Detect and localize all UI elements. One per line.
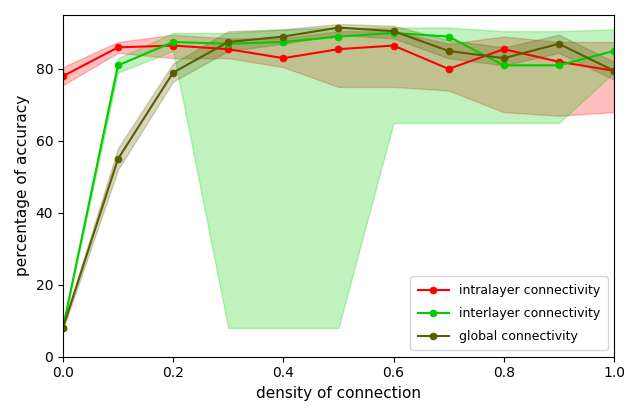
Line: global connectivity: global connectivity <box>60 24 618 332</box>
global connectivity <box>225 40 232 45</box>
Line: intralayer connectivity: intralayer connectivity <box>60 42 618 79</box>
X-axis label: density of connection: density of connection <box>256 386 421 401</box>
interlayer connectivity <box>500 63 508 68</box>
interlayer connectivity <box>445 34 452 39</box>
global connectivity <box>555 41 563 46</box>
intralayer connectivity <box>555 59 563 64</box>
intralayer connectivity <box>610 68 618 73</box>
global connectivity <box>335 25 342 30</box>
intralayer connectivity <box>500 47 508 52</box>
global connectivity <box>445 49 452 54</box>
Line: interlayer connectivity: interlayer connectivity <box>60 30 618 332</box>
intralayer connectivity <box>280 56 287 61</box>
interlayer connectivity <box>280 40 287 45</box>
intralayer connectivity <box>335 47 342 52</box>
global connectivity <box>610 68 618 73</box>
interlayer connectivity <box>390 30 397 35</box>
interlayer connectivity <box>610 49 618 54</box>
interlayer connectivity <box>59 325 67 330</box>
intralayer connectivity <box>445 67 452 72</box>
global connectivity <box>59 325 67 330</box>
intralayer connectivity <box>225 47 232 52</box>
intralayer connectivity <box>59 74 67 79</box>
global connectivity <box>390 29 397 34</box>
Legend: intralayer connectivity, interlayer connectivity, global connectivity: intralayer connectivity, interlayer conn… <box>410 277 608 350</box>
interlayer connectivity <box>225 41 232 46</box>
global connectivity <box>500 56 508 61</box>
global connectivity <box>280 34 287 39</box>
interlayer connectivity <box>114 63 122 68</box>
Y-axis label: percentage of accuracy: percentage of accuracy <box>15 95 30 277</box>
global connectivity <box>114 156 122 161</box>
global connectivity <box>170 70 177 75</box>
intralayer connectivity <box>390 43 397 48</box>
interlayer connectivity <box>335 34 342 39</box>
intralayer connectivity <box>114 45 122 50</box>
interlayer connectivity <box>555 63 563 68</box>
interlayer connectivity <box>170 40 177 45</box>
intralayer connectivity <box>170 43 177 48</box>
